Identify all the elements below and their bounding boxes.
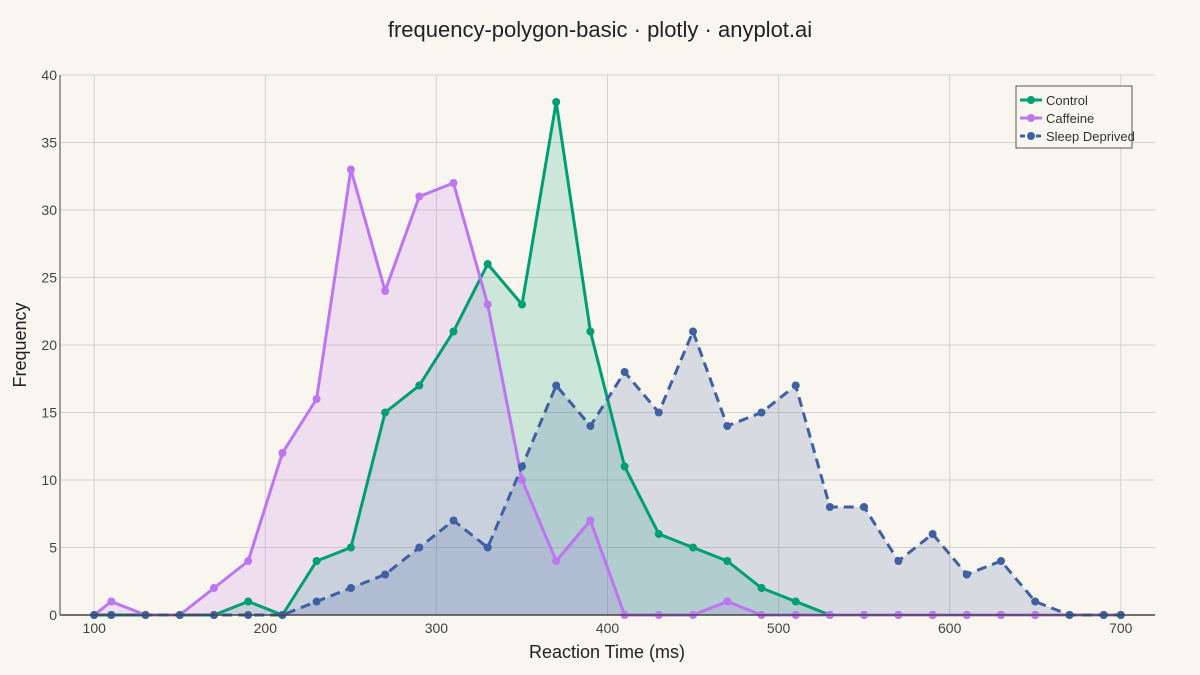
- legend-label-caffeine: Caffeine: [1046, 111, 1094, 126]
- control-point: [620, 462, 629, 471]
- caffeine-point: [723, 597, 732, 606]
- legend-marker-sleep-deprived: [1027, 132, 1035, 140]
- sleep-deprived-area: [94, 331, 1121, 615]
- sleep-deprived-point: [689, 327, 697, 336]
- sleep-deprived-point: [860, 503, 869, 511]
- sleep-deprived-point: [312, 597, 321, 606]
- sleep-deprived-point: [928, 530, 937, 538]
- sleep-deprived-point: [415, 543, 424, 552]
- control-point: [518, 300, 526, 309]
- legend-label-sleep-deprived: Sleep Deprived: [1046, 129, 1135, 144]
- control-area: [94, 102, 1121, 615]
- sleep-deprived-point: [586, 422, 595, 430]
- y-tick-label: 30: [41, 202, 57, 218]
- y-tick-label: 25: [41, 270, 57, 286]
- caffeine-point: [210, 584, 218, 592]
- sleep-deprived-point: [997, 557, 1005, 565]
- sleep-deprived-point: [894, 557, 903, 565]
- control-point: [449, 327, 458, 336]
- control-point: [689, 543, 697, 552]
- x-tick-label: 100: [83, 620, 107, 636]
- caffeine-point: [586, 516, 595, 525]
- series-fills: [94, 102, 1121, 615]
- y-tick-label: 40: [41, 67, 57, 83]
- caffeine-point: [244, 557, 253, 565]
- legend-marker-control: [1027, 96, 1035, 104]
- y-tick-label: 35: [41, 135, 57, 151]
- sleep-deprived-point: [962, 570, 971, 579]
- caffeine-point: [449, 179, 458, 187]
- control-point: [244, 597, 253, 606]
- sleep-deprived-point: [757, 408, 766, 417]
- x-tick-label: 200: [254, 620, 278, 636]
- y-tick-label: 0: [49, 607, 57, 623]
- y-tick-label: 20: [41, 337, 57, 353]
- sleep-deprived-point: [1031, 597, 1040, 606]
- sleep-deprived-point: [791, 381, 800, 390]
- caffeine-point: [518, 476, 526, 484]
- control-point: [586, 327, 595, 336]
- sleep-deprived-point: [381, 570, 390, 579]
- sleep-deprived-line: [94, 330, 1121, 617]
- caffeine-point: [552, 557, 561, 565]
- sleep-deprived-point: [449, 516, 458, 525]
- sleep-deprived-point: [346, 584, 355, 592]
- control-point: [654, 530, 663, 538]
- y-tick-label: 5: [49, 540, 57, 556]
- control-point: [757, 584, 766, 592]
- sleep-deprived-point: [483, 543, 492, 552]
- x-tick-label: 600: [938, 620, 962, 636]
- caffeine-point: [381, 287, 390, 295]
- y-tick-label: 10: [41, 472, 57, 488]
- sleep-deprived-point: [518, 462, 526, 471]
- legend: Control Caffeine Sleep Deprived: [1015, 85, 1135, 149]
- tick-labels: 100 200 300 400 500 600 700 0 5 10 15 20 25 30 35 40: [41, 67, 1132, 636]
- control-point: [346, 543, 355, 552]
- x-axis-title: Reaction Time (ms): [529, 642, 685, 662]
- caffeine-point: [278, 449, 287, 457]
- control-point: [381, 408, 390, 417]
- control-point: [415, 381, 424, 390]
- legend-marker-caffeine: [1027, 114, 1035, 122]
- caffeine-point: [483, 300, 492, 309]
- control-point: [312, 557, 321, 565]
- sleep-deprived-point: [723, 422, 732, 430]
- caffeine-point: [415, 192, 424, 201]
- sleep-deprived-point: [620, 368, 629, 376]
- y-tick-label: 15: [41, 405, 57, 421]
- x-tick-label: 700: [1109, 620, 1133, 636]
- grid-lines: [60, 74, 1155, 615]
- chart-title: frequency-polygon-basic · plotly · anypl…: [388, 17, 812, 42]
- control-point: [552, 98, 561, 106]
- axes: [59, 75, 1155, 616]
- legend-label-control: Control: [1046, 93, 1088, 108]
- sleep-deprived-point: [552, 381, 561, 390]
- control-point: [791, 597, 800, 606]
- control-point: [483, 260, 492, 268]
- x-tick-label: 400: [596, 620, 620, 636]
- sleep-deprived-point: [654, 408, 663, 417]
- x-tick-label: 500: [767, 620, 791, 636]
- caffeine-point: [312, 395, 321, 403]
- y-axis-title: Frequency: [10, 302, 30, 387]
- caffeine-area: [94, 169, 1121, 615]
- control-point: [723, 557, 732, 565]
- caffeine-point: [107, 597, 116, 606]
- sleep-deprived-point: [825, 503, 834, 511]
- x-tick-label: 300: [425, 620, 449, 636]
- caffeine-point: [346, 165, 355, 174]
